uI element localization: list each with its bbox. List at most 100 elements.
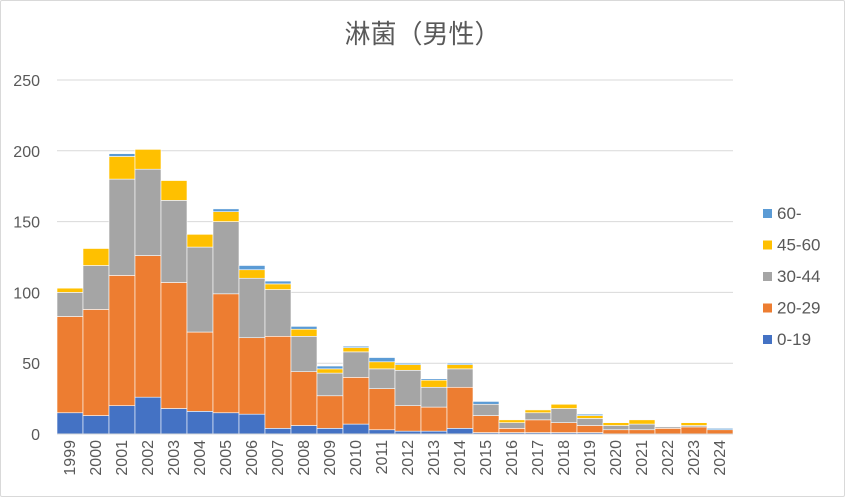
bar-segment-20-29-2016 [498,428,526,433]
x-tick-label: 2005 [218,440,235,476]
bar-segment-0-19-2005 [212,412,240,435]
bar-segment-30-44-2000 [82,265,110,310]
legend: 60- 45-60 30-44 20-29 0-19 [763,204,820,349]
bar-segment-45-60-2010 [342,347,370,353]
bar-segment-45-60-2014 [446,364,474,370]
x-tick-label: 2009 [322,440,339,476]
bar-segment-45-60-2017 [524,409,552,414]
bar-segment-45-60-2020 [602,422,630,426]
x-tick-label: 2021 [634,440,651,476]
bar-segment-20-29-2013 [420,406,448,432]
bar-segment-30-44-2020 [602,425,630,431]
bar-segment-20-29-2014 [446,386,474,429]
bar-segment-60--2005 [212,208,240,212]
bar-segment-30-44-2006 [238,277,266,339]
bar-segment-45-60-2000 [82,248,110,266]
x-tick-label: 2020 [608,440,625,476]
bar-segment-60--2010 [342,345,370,348]
bar-segment-45-60-2005 [212,211,240,222]
bar-segment-45-60-2004 [186,234,214,248]
bar-segment-30-44-2017 [524,412,552,421]
x-tick-label: 2023 [686,440,703,476]
bar-segment-30-44-2016 [498,422,526,429]
bar-segment-30-44-2011 [368,368,396,389]
bar-segment-60--2009 [316,365,344,370]
bar-segment-45-60-2009 [316,368,344,374]
bar-segment-60--2013 [420,378,448,381]
bar-segment-45-60-2001 [108,156,136,180]
bar-segment-20-29-2007 [264,335,292,429]
bar-segment-20-29-2011 [368,388,396,431]
bar-segment-30-44-2002 [134,168,162,256]
legend-label-30-44: 30-44 [777,267,820,286]
y-tick-label: 100 [13,285,40,302]
bar-segment-0-19-2011 [368,429,396,435]
bar-segment-0-19-2002 [134,396,162,435]
x-tick-label: 2002 [140,440,157,476]
legend-swatch-30-44 [763,272,772,281]
bar-segment-45-60-2006 [238,269,266,279]
bar-segment-30-44-2009 [316,372,344,397]
bar-segment-45-60-2007 [264,283,292,290]
x-tick-label: 2000 [88,440,105,476]
bar-segment-30-44-2019 [576,418,604,426]
bar-segment-45-60-2013 [420,379,448,388]
x-tick-label: 2022 [660,440,677,476]
bar-segment-30-44-2013 [420,386,448,408]
x-tick-label: 2004 [192,440,209,476]
bar-segment-0-19-2008 [290,425,318,435]
bar-segment-45-60-2018 [550,403,578,409]
bar-segment-30-44-2010 [342,351,370,378]
bar-segment-20-29-2010 [342,377,370,425]
x-axis-ticks: 1999 2000 2001 2002 2003 2004 2005 2006 2007 2008… [62,440,729,476]
bar-segment-30-44-2004 [186,246,214,333]
bar-segment-0-19-2001 [108,405,136,435]
bar-segment-45-60-2002 [134,149,162,170]
bar-segment-45-60-2003 [160,180,188,201]
bar-segment-20-29-2018 [550,422,578,433]
x-tick-label: 2008 [296,440,313,476]
bar-segment-20-29-2005 [212,293,240,414]
x-tick-label: 2018 [556,440,573,476]
bar-segment-30-44-2021 [628,423,656,431]
bar-segment-20-29-2002 [134,255,162,398]
legend-swatch-20-29 [763,303,772,313]
bar-segment-20-29-2006 [238,337,266,415]
x-tick-label: 2017 [530,440,547,476]
bar-segment-45-60-2016 [498,419,526,423]
bar-segment-45-60-1999 [56,287,84,293]
bar-segment-30-44-2018 [550,408,578,423]
legend-label-0-19: 0-19 [777,330,811,349]
x-tick-label: 2001 [114,440,131,476]
x-tick-label: 2019 [582,440,599,476]
legend-swatch-0-19 [763,335,772,344]
bar-segment-0-19-1999 [56,412,84,435]
bar-segment-20-29-2012 [394,405,422,432]
bar-segment-45-60-2021 [628,419,656,425]
legend-label-20-29: 20-29 [777,299,820,318]
x-tick-label: 2007 [270,440,287,476]
bar-segment-20-29-2009 [316,395,344,429]
x-tick-label: 1999 [62,440,79,476]
legend-swatch-60- [763,209,772,218]
x-tick-label: 2006 [244,440,261,476]
bar-segment-60--2006 [238,265,266,271]
y-axis-ticks: 0 50 100 150 200 250 [13,73,40,444]
bar-segment-20-29-2020 [602,429,630,435]
bar-segment-60--2011 [368,357,396,363]
bar-segment-45-60-2011 [368,361,396,370]
bar-segment-20-29-2015 [472,415,500,433]
bar-segment-20-29-2022 [654,428,682,435]
bar-segment-60--2008 [290,326,318,330]
bar-segment-45-60-2019 [576,415,604,419]
bar-segment-30-44-2015 [472,403,500,416]
bar-segment-20-29-2021 [628,429,656,435]
x-tick-label: 2024 [712,440,729,476]
bar-segment-0-19-2004 [186,411,214,435]
y-tick-label: 250 [13,73,40,90]
y-tick-label: 200 [13,144,40,161]
bar-segment-0-19-2003 [160,408,188,435]
bar-segment-60--2015 [472,401,500,405]
x-tick-label: 2013 [426,440,443,476]
bar-segment-20-29-2019 [576,425,604,433]
